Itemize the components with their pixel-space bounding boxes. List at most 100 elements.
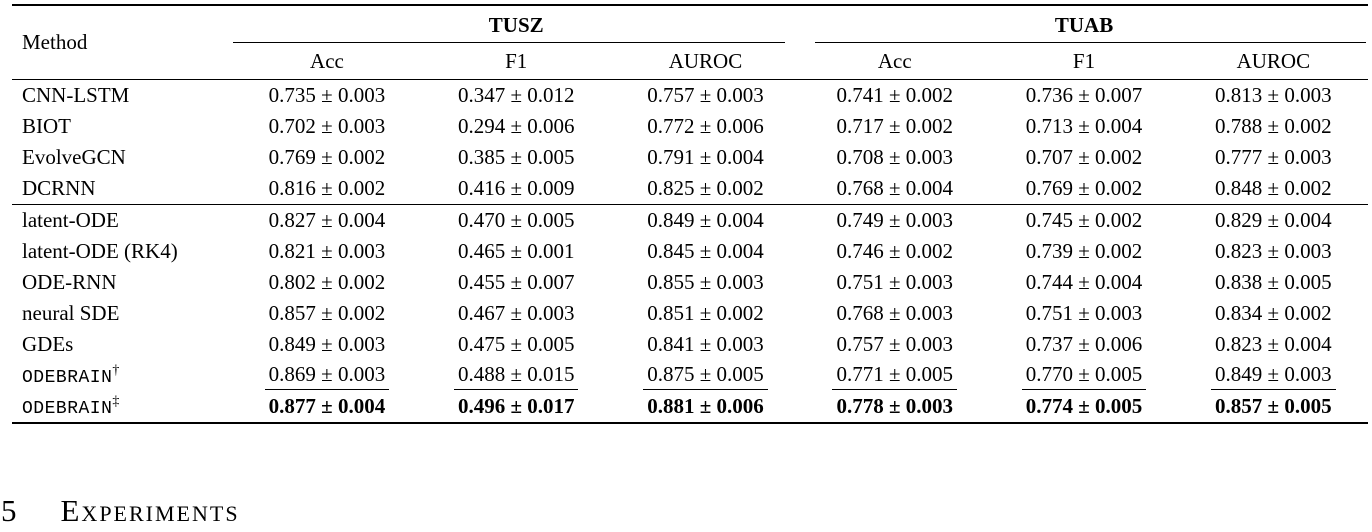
value-cell: 0.845 ± 0.004 [647, 239, 764, 263]
value-cell: 0.823 ± 0.004 [1215, 332, 1332, 356]
double-dagger-mark: ‡ [112, 394, 120, 409]
table-header: Method TUSZ TUAB Acc F1 AUROC Acc F1 AUR… [12, 6, 1368, 80]
col-header-tusz-f1: F1 [421, 44, 611, 80]
group-header-tuab: TUAB [800, 6, 1368, 44]
value-cell: 0.467 ± 0.003 [457, 301, 575, 325]
table-row: BIOT 0.702 ± 0.003 0.294 ± 0.006 0.772 ±… [12, 111, 1368, 142]
value-cell: 0.708 ± 0.003 [836, 145, 953, 169]
value-cell: 0.827 ± 0.004 [232, 204, 422, 236]
value-cell: 0.751 ± 0.003 [836, 270, 953, 294]
method-name: ODE-RNN [22, 270, 117, 294]
value-cell: 0.849 ± 0.004 [610, 204, 801, 236]
col-header-tuab-acc: Acc [800, 44, 990, 80]
value-cell: 0.813 ± 0.003 [1215, 83, 1332, 107]
value-cell: 0.770 ± 0.005 [989, 360, 1178, 391]
value-cell: 0.788 ± 0.002 [1215, 114, 1332, 138]
value-cell: 0.768 ± 0.004 [836, 176, 953, 200]
table-row: latent-ODE 0.827 ± 0.004 0.470 ± 0.005 0… [12, 204, 1368, 236]
value-cell: 0.707 ± 0.002 [1025, 145, 1143, 169]
value-cell: 0.851 ± 0.002 [647, 301, 764, 325]
value-cell: 0.774 ± 0.005 [1025, 394, 1143, 418]
method-column-header: Method [12, 6, 233, 80]
group-header-tusz: TUSZ [232, 6, 800, 44]
value-cell: 0.347 ± 0.012 [457, 83, 575, 107]
value-cell: 0.821 ± 0.003 [268, 239, 386, 263]
table-row: DCRNN 0.816 ± 0.002 0.416 ± 0.009 0.825 … [12, 173, 1368, 204]
value-cell: 0.769 ± 0.002 [268, 145, 386, 169]
table-row: neural SDE 0.857 ± 0.002 0.467 ± 0.003 0… [12, 298, 1368, 329]
table-row: latent-ODE (RK4) 0.821 ± 0.003 0.465 ± 0… [12, 236, 1368, 267]
value-cell: 0.736 ± 0.007 [1025, 83, 1143, 107]
value-cell: 0.849 ± 0.003 [268, 332, 386, 356]
value-cell: 0.877 ± 0.004 [268, 394, 386, 418]
col-header-tusz-acc: Acc [232, 44, 422, 80]
col-header-tuab-auroc: AUROC [1178, 44, 1368, 80]
value-cell: 0.744 ± 0.004 [1025, 270, 1143, 294]
table-row: EvolveGCN 0.769 ± 0.002 0.385 ± 0.005 0.… [12, 142, 1368, 173]
value-cell: 0.739 ± 0.002 [1025, 239, 1143, 263]
value-cell: 0.465 ± 0.001 [457, 239, 575, 263]
section-heading: 5 Experiments [1, 493, 240, 528]
value-cell: 0.749 ± 0.003 [800, 204, 990, 236]
value-cell: 0.778 ± 0.003 [836, 394, 953, 418]
value-cell: 0.841 ± 0.003 [647, 332, 764, 356]
value-cell: 0.416 ± 0.009 [457, 176, 575, 200]
value-cell: 0.717 ± 0.002 [836, 114, 953, 138]
value-cell: 0.769 ± 0.002 [1025, 176, 1143, 200]
table-row: GDEs 0.849 ± 0.003 0.475 ± 0.005 0.841 ±… [12, 329, 1368, 360]
method-name: neural SDE [22, 301, 120, 325]
results-table: Method TUSZ TUAB Acc F1 AUROC Acc F1 AUR… [12, 4, 1368, 424]
baseline-methods-block: CNN-LSTM 0.735 ± 0.003 0.347 ± 0.012 0.7… [12, 80, 1368, 204]
method-name: GDEs [22, 332, 74, 356]
metric-header-row: Acc F1 AUROC Acc F1 AUROC [12, 44, 1368, 80]
value-cell: 0.829 ± 0.004 [1178, 204, 1368, 236]
table-row-odebrain-dagger: ODEBRAIN† 0.869 ± 0.003 0.488 ± 0.015 0.… [12, 360, 1368, 391]
table-row-odebrain-ddagger: ODEBRAIN‡ 0.877 ± 0.004 0.496 ± 0.017 0.… [12, 391, 1368, 422]
value-cell: 0.771 ± 0.005 [800, 360, 989, 391]
value-cell: 0.802 ± 0.002 [268, 270, 386, 294]
method-name: EvolveGCN [22, 145, 126, 169]
method-name: BIOT [22, 114, 71, 138]
value-cell: 0.746 ± 0.002 [836, 239, 953, 263]
value-cell: 0.875 ± 0.005 [611, 360, 800, 391]
method-name: CNN-LSTM [22, 83, 130, 107]
value-cell: 0.735 ± 0.003 [268, 83, 386, 107]
value-cell: 0.772 ± 0.006 [647, 114, 764, 138]
odebrain-label: ODEBRAIN [22, 399, 113, 419]
value-cell: 0.857 ± 0.005 [1215, 394, 1332, 418]
value-cell: 0.488 ± 0.015 [422, 360, 611, 391]
method-name: latent-ODE (RK4) [22, 239, 178, 263]
value-cell: 0.825 ± 0.002 [647, 176, 764, 200]
table-row: CNN-LSTM 0.735 ± 0.003 0.347 ± 0.012 0.7… [12, 80, 1368, 111]
value-cell: 0.791 ± 0.004 [647, 145, 764, 169]
ode-methods-block: latent-ODE 0.827 ± 0.004 0.470 ± 0.005 0… [12, 204, 1368, 422]
value-cell: 0.475 ± 0.005 [457, 332, 575, 356]
section-number: 5 [1, 493, 17, 528]
method-name: latent-ODE [12, 204, 233, 236]
value-cell: 0.751 ± 0.003 [1025, 301, 1143, 325]
dagger-mark: † [112, 363, 120, 378]
value-cell: 0.702 ± 0.003 [268, 114, 386, 138]
value-cell: 0.757 ± 0.003 [836, 332, 953, 356]
value-cell: 0.496 ± 0.017 [457, 394, 575, 418]
value-cell: 0.881 ± 0.006 [647, 394, 764, 418]
method-name: ODEBRAIN† [12, 360, 232, 391]
value-cell: 0.757 ± 0.003 [647, 83, 764, 107]
method-name: ODEBRAIN‡ [12, 391, 232, 422]
col-header-tusz-auroc: AUROC [610, 44, 801, 80]
value-cell: 0.713 ± 0.004 [1025, 114, 1143, 138]
value-cell: 0.737 ± 0.006 [1025, 332, 1143, 356]
value-cell: 0.838 ± 0.005 [1215, 270, 1332, 294]
section-title: Experiments [60, 493, 240, 528]
value-cell: 0.816 ± 0.002 [268, 176, 386, 200]
value-cell: 0.294 ± 0.006 [457, 114, 575, 138]
value-cell: 0.869 ± 0.003 [232, 360, 421, 391]
value-cell: 0.855 ± 0.003 [647, 270, 764, 294]
value-cell: 0.455 ± 0.007 [457, 270, 575, 294]
value-cell: 0.470 ± 0.005 [421, 204, 611, 236]
value-cell: 0.849 ± 0.003 [1179, 360, 1368, 391]
method-name: DCRNN [22, 176, 96, 200]
value-cell: 0.777 ± 0.003 [1215, 145, 1332, 169]
group-header-row: Method TUSZ TUAB [12, 6, 1368, 80]
